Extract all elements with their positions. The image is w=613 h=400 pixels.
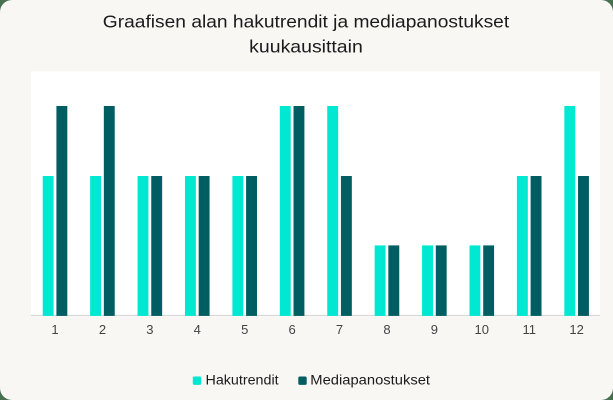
svg-text:Hakutrendit: Hakutrendit: [206, 373, 279, 388]
svg-text:4: 4: [194, 322, 201, 337]
svg-text:9: 9: [431, 322, 438, 337]
svg-text:12: 12: [569, 322, 583, 337]
svg-text:7: 7: [336, 322, 343, 337]
svg-text:8: 8: [383, 322, 390, 337]
svg-text:2: 2: [99, 322, 106, 337]
svg-text:Mediapanostukset: Mediapanostukset: [310, 373, 430, 388]
svg-text:kuukausittain: kuukausittain: [249, 37, 363, 57]
svg-text:11: 11: [522, 322, 536, 337]
svg-text:6: 6: [288, 322, 295, 337]
svg-text:5: 5: [241, 322, 248, 337]
svg-text:1: 1: [51, 322, 58, 337]
svg-text:Graafisen alan hakutrendit ja: Graafisen alan hakutrendit ja mediapanos…: [103, 12, 510, 32]
svg-text:10: 10: [475, 322, 489, 337]
svg-text:3: 3: [146, 322, 153, 337]
